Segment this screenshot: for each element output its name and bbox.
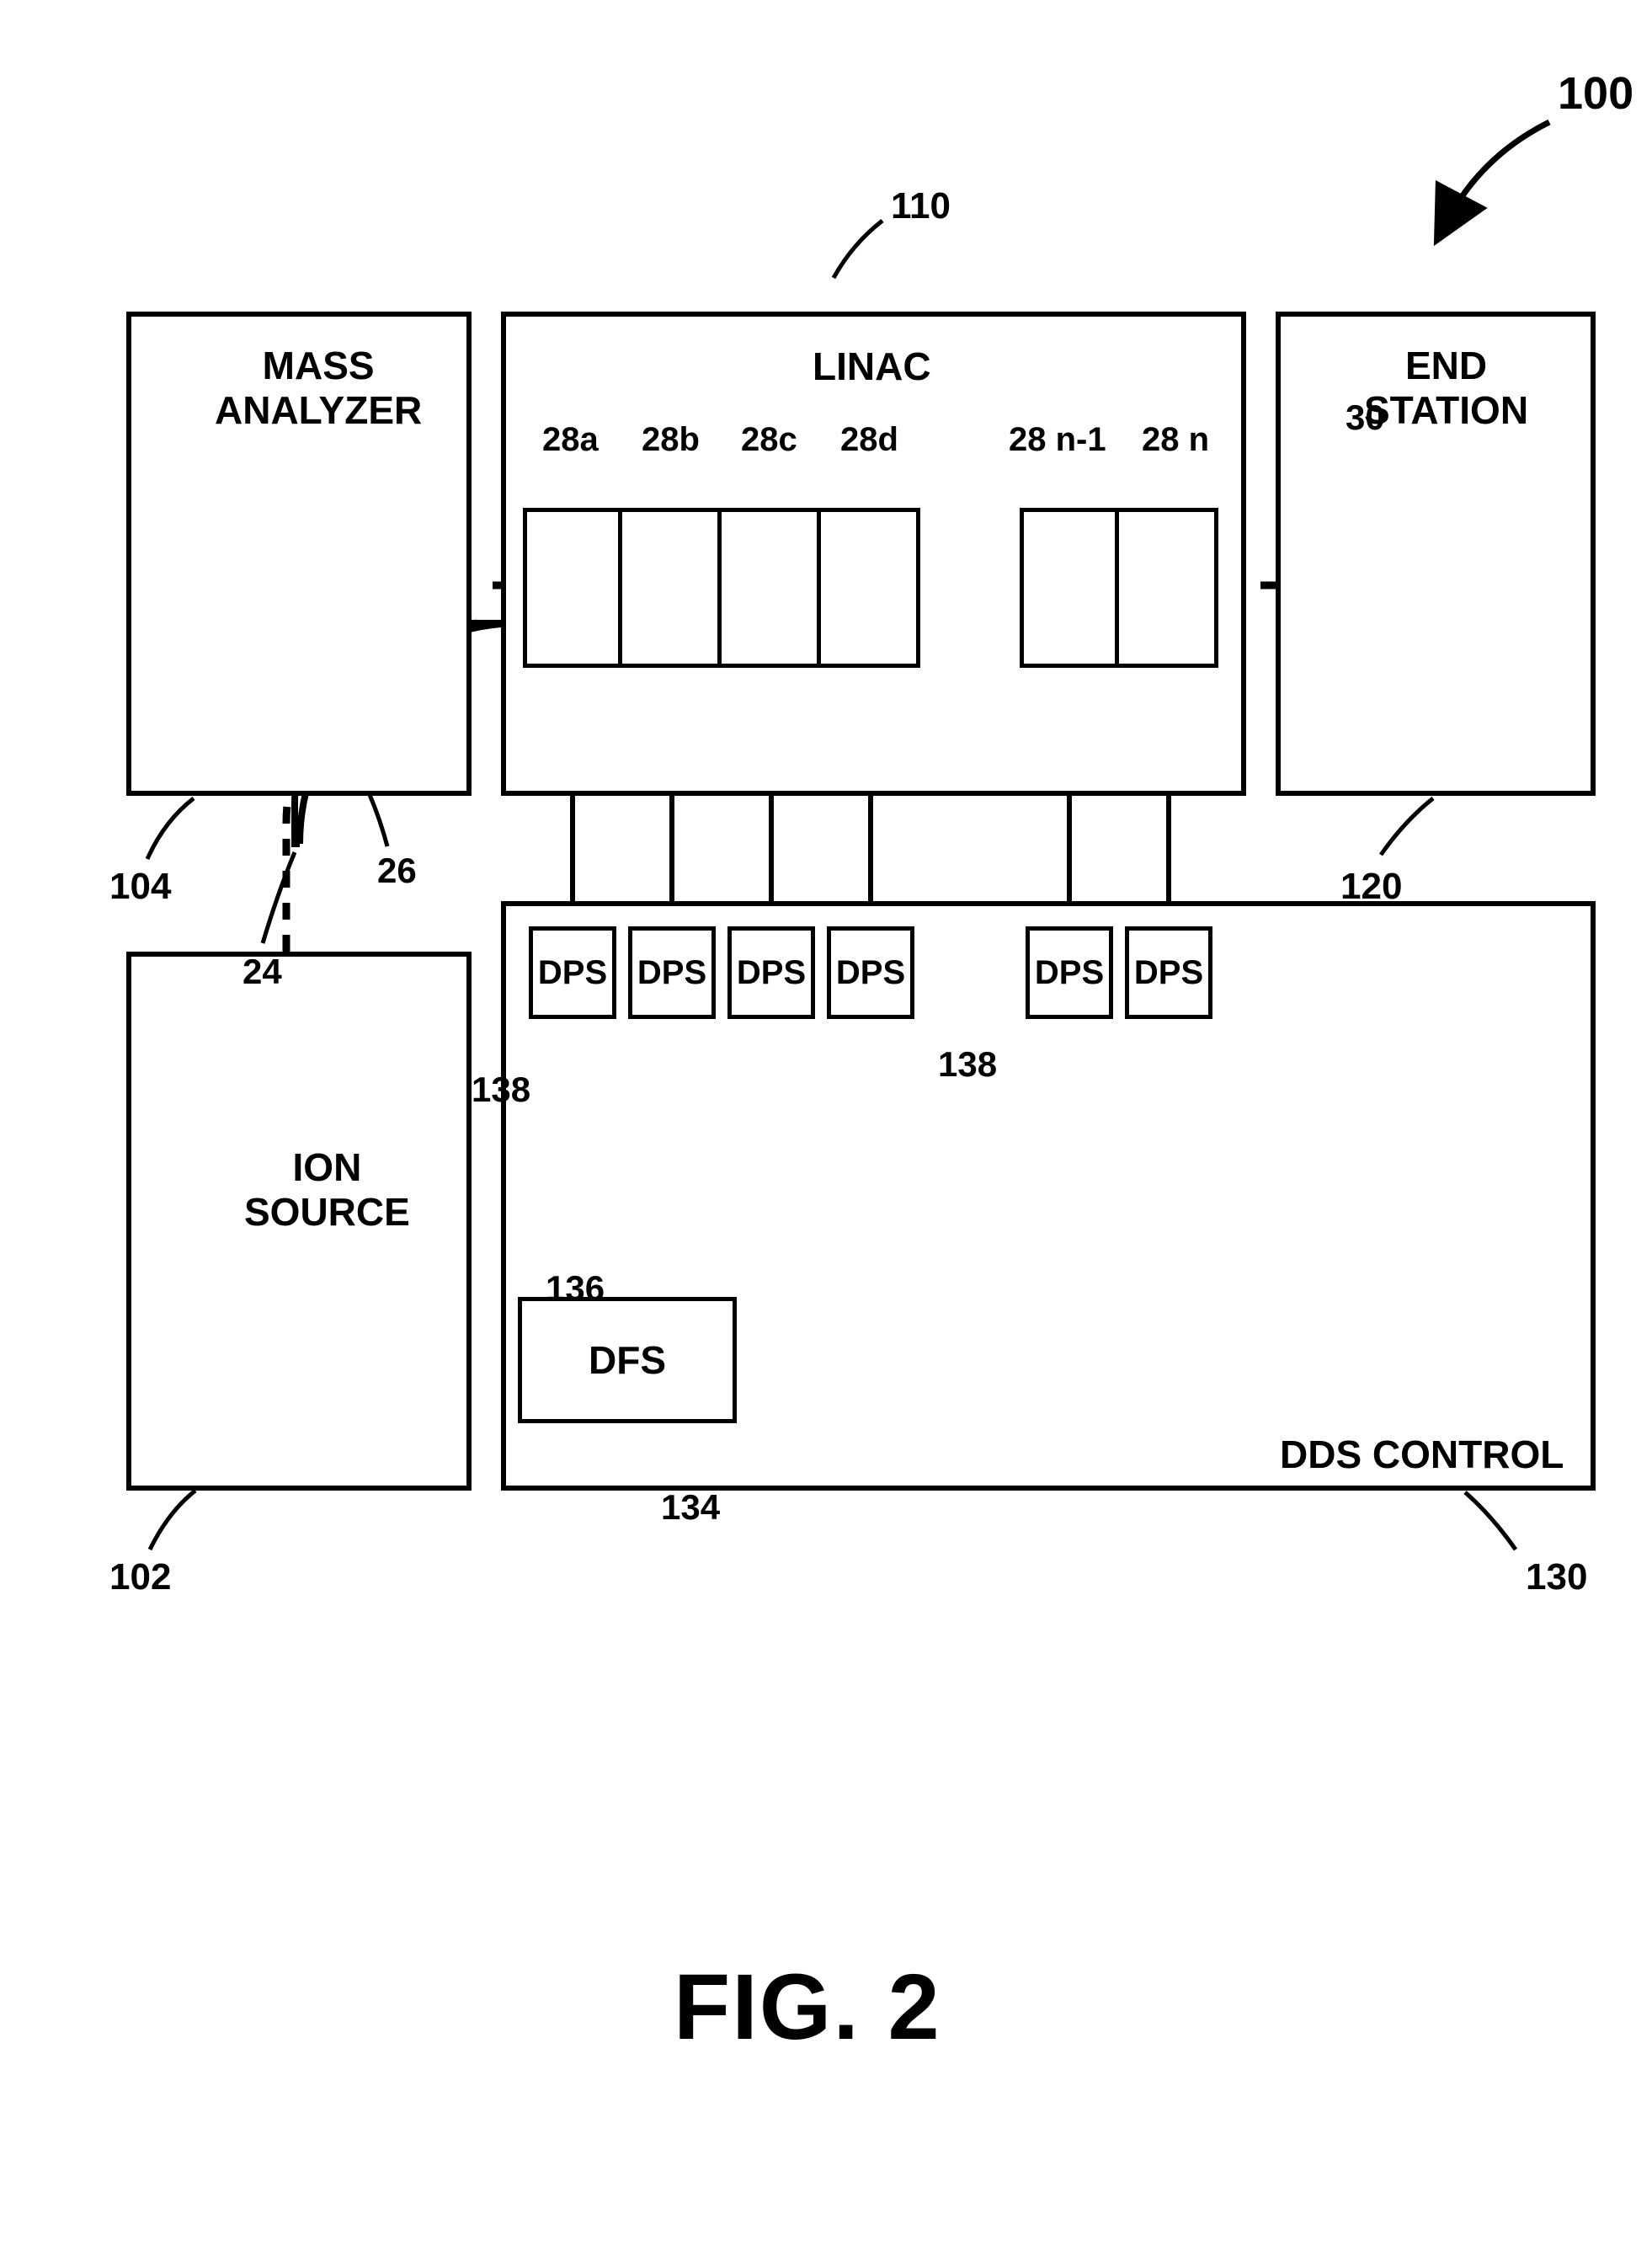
dps-label: DPS (737, 954, 806, 992)
ref-134: 134 (661, 1487, 720, 1528)
linac-cell (1119, 508, 1218, 668)
dfs-title: DFS (589, 1337, 666, 1383)
dps-box: DPS (1125, 926, 1212, 1019)
linac-cell (1020, 508, 1119, 668)
diagram-stage: DPS DPS DPS DPS DPS DPS DFS MASS ANALYZE… (0, 0, 1652, 2262)
cell-label: 28 n (1142, 421, 1209, 459)
ref-104: 104 (109, 866, 171, 908)
dps-label: DPS (1035, 954, 1104, 992)
dps-box: DPS (827, 926, 914, 1019)
dps-label: DPS (538, 954, 607, 992)
dps-label: DPS (637, 954, 706, 992)
dps-box: DPS (529, 926, 616, 1019)
ref-120: 120 (1340, 866, 1402, 908)
dfs-box: DFS (518, 1297, 737, 1423)
ref-30: 30 (1346, 397, 1385, 438)
dds-control-title: DDS CONTROL (1280, 1432, 1564, 1477)
linac-cell (821, 508, 920, 668)
cell-label: 28b (642, 421, 700, 459)
ref-102: 102 (109, 1556, 171, 1598)
ion-source-title: ION SOURCE (244, 1145, 410, 1235)
ref-130: 130 (1526, 1556, 1587, 1598)
figure-caption: FIG. 2 (674, 1954, 941, 2061)
ref-138-left: 138 (472, 1070, 530, 1110)
dps-label: DPS (1134, 954, 1203, 992)
ref-138-mid: 138 (938, 1044, 997, 1085)
mass-analyzer-title: MASS ANALYZER (215, 344, 422, 433)
ref-136: 136 (546, 1268, 605, 1309)
linac-cell (722, 508, 821, 668)
cell-label: 28d (840, 421, 898, 459)
linac-cell (523, 508, 622, 668)
ref-110: 110 (891, 185, 951, 227)
dps-box: DPS (628, 926, 716, 1019)
dps-label: DPS (836, 954, 905, 992)
ref-26: 26 (377, 851, 417, 891)
ref-100: 100 (1558, 67, 1633, 120)
end-station-title: END STATION (1364, 344, 1528, 433)
cell-label: 28a (542, 421, 599, 459)
linac-cell (622, 508, 722, 668)
ref-24: 24 (242, 952, 282, 992)
cell-label: 28 n-1 (1009, 421, 1106, 459)
cell-label: 28c (741, 421, 797, 459)
linac-title: LINAC (813, 344, 931, 389)
dps-box: DPS (727, 926, 815, 1019)
dps-box: DPS (1026, 926, 1113, 1019)
